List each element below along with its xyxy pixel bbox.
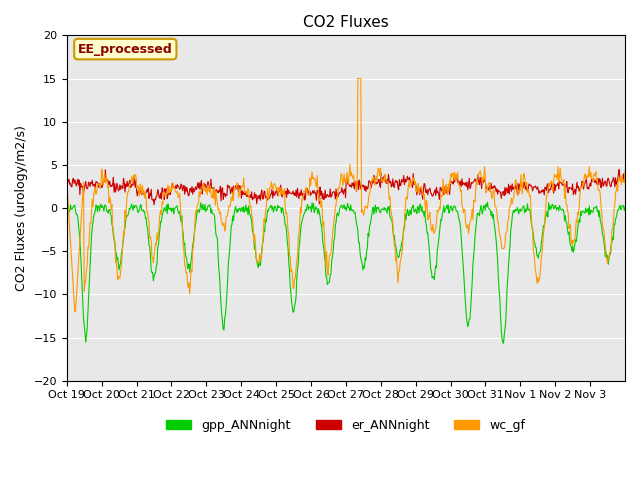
er_ANNnight	[404, 177, 412, 182]
er_ANNnight	[232, 183, 239, 189]
Line: gpp_ANNnight: gpp_ANNnight	[67, 202, 625, 343]
er_ANNnight	[621, 175, 629, 181]
er_ANNnight	[280, 189, 288, 194]
er_ANNnight	[436, 196, 444, 202]
gpp_ANNnight	[435, 237, 442, 243]
wc_gf	[405, 179, 413, 185]
Line: wc_gf: wc_gf	[67, 79, 625, 312]
er_ANNnight	[129, 182, 136, 188]
wc_gf	[71, 309, 79, 314]
gpp_ANNnight	[231, 206, 239, 212]
wc_gf	[354, 76, 362, 82]
gpp_ANNnight	[500, 340, 508, 346]
wc_gf	[621, 168, 629, 174]
wc_gf	[280, 186, 288, 192]
wc_gf	[436, 206, 444, 212]
gpp_ANNnight	[404, 206, 412, 212]
er_ANNnight	[259, 196, 267, 202]
Text: EE_processed: EE_processed	[78, 43, 173, 56]
Y-axis label: CO2 Fluxes (urology/m2/s): CO2 Fluxes (urology/m2/s)	[15, 125, 28, 291]
er_ANNnight	[615, 167, 623, 172]
Legend: gpp_ANNnight, er_ANNnight, wc_gf: gpp_ANNnight, er_ANNnight, wc_gf	[161, 414, 531, 437]
Line: er_ANNnight: er_ANNnight	[67, 169, 625, 204]
gpp_ANNnight	[621, 204, 629, 210]
gpp_ANNnight	[63, 207, 70, 213]
wc_gf	[232, 187, 239, 192]
gpp_ANNnight	[129, 205, 136, 211]
er_ANNnight	[63, 182, 70, 188]
wc_gf	[259, 231, 267, 237]
er_ANNnight	[150, 202, 158, 207]
gpp_ANNnight	[484, 199, 492, 205]
wc_gf	[129, 179, 137, 185]
Title: CO2 Fluxes: CO2 Fluxes	[303, 15, 388, 30]
gpp_ANNnight	[280, 212, 287, 217]
wc_gf	[63, 179, 70, 185]
gpp_ANNnight	[259, 240, 266, 246]
